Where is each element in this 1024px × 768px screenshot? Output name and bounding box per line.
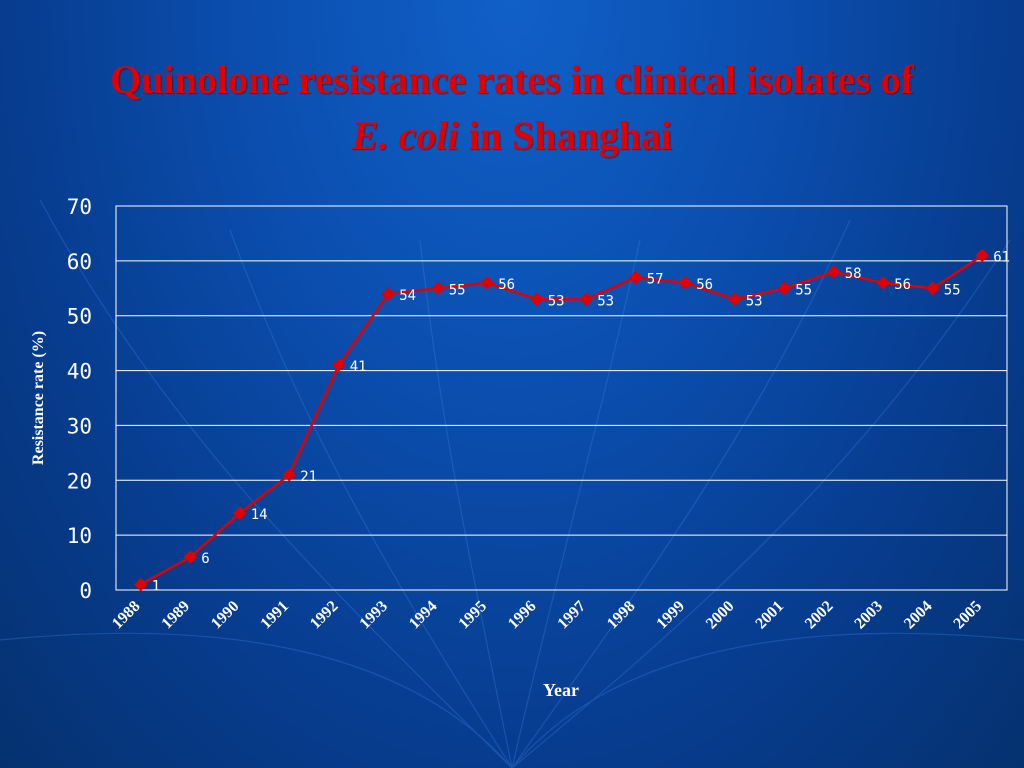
data-point-marker <box>282 468 296 482</box>
data-point-marker <box>876 276 890 290</box>
data-point-marker <box>728 292 742 306</box>
x-tick-label: 1990 <box>208 598 243 633</box>
data-point-marker <box>233 506 247 520</box>
data-point-marker <box>629 270 643 285</box>
data-label: 56 <box>498 277 515 293</box>
x-tick-label: 2001 <box>752 598 787 633</box>
data-label: 14 <box>251 507 268 523</box>
series-resistance-rate: 1 6 14 21 41 54 55 56 53 53 57 56 53 55 58 56 55 61 <box>134 248 1010 595</box>
data-point-marker <box>777 281 791 295</box>
x-tick-label: 1991 <box>257 598 292 633</box>
x-tick-label: 2000 <box>703 598 738 633</box>
data-point-marker <box>975 248 989 263</box>
y-tick-label: 30 <box>67 414 92 438</box>
y-tick-label: 10 <box>67 524 92 548</box>
data-label: 55 <box>449 282 466 298</box>
x-tick-label: 1999 <box>653 598 688 633</box>
y-axis-title: Resistance rate (%) <box>30 330 47 466</box>
x-tick-label: 2002 <box>802 598 837 633</box>
data-point-marker <box>579 292 593 306</box>
gridlines <box>116 260 1007 536</box>
data-label: 58 <box>845 266 862 282</box>
data-label: 21 <box>300 469 317 485</box>
x-tick-label: 2005 <box>950 598 985 633</box>
data-point-marker <box>480 276 494 290</box>
data-point-marker <box>183 550 197 564</box>
x-tick-label: 2004 <box>901 598 936 633</box>
x-tick-label: 1993 <box>356 598 391 633</box>
data-point-marker <box>431 281 445 295</box>
x-axis-title: Year <box>543 680 579 700</box>
data-label: 55 <box>944 282 961 298</box>
x-axis-ticks: 1988 1989 1990 1991 1992 1993 1994 1995 1996 1997… <box>109 598 985 633</box>
y-tick-label: 20 <box>67 469 92 493</box>
data-point-marker <box>678 276 692 290</box>
title-line-1: Quinolone resistance rates in clinical i… <box>110 57 914 102</box>
data-label: 56 <box>696 277 713 293</box>
chart-title: Quinolone resistance rates in clinical i… <box>0 52 1024 164</box>
title-line-2: E. coli in Shanghai <box>0 108 1024 164</box>
data-point-marker <box>530 292 544 306</box>
data-point-marker <box>134 577 148 592</box>
data-label: 1 <box>152 579 160 595</box>
data-label: 57 <box>647 271 664 287</box>
title-location: in Shanghai <box>458 113 673 158</box>
data-point-marker <box>381 287 395 301</box>
y-axis-ticks: 0 10 20 30 40 50 60 70 <box>67 195 92 603</box>
x-tick-label: 1989 <box>158 598 193 633</box>
data-label: 55 <box>795 282 812 298</box>
series-line <box>140 254 983 586</box>
data-label: 53 <box>597 293 614 309</box>
data-label: 53 <box>746 293 763 309</box>
data-label: 41 <box>350 359 367 375</box>
y-tick-label: 50 <box>67 305 92 329</box>
x-tick-label: 1996 <box>505 598 540 633</box>
data-label: 61 <box>993 249 1010 265</box>
x-tick-label: 1997 <box>554 598 589 633</box>
data-label: 56 <box>894 277 911 293</box>
x-tick-label: 1988 <box>109 598 144 633</box>
data-point-marker <box>827 265 841 279</box>
x-tick-label: 1994 <box>406 598 441 633</box>
data-point-marker <box>926 281 940 295</box>
y-tick-label: 0 <box>79 579 92 603</box>
data-label: 53 <box>548 293 565 309</box>
plot-area <box>115 205 1008 591</box>
data-point-marker <box>332 358 346 372</box>
x-tick-label: 2003 <box>851 598 886 633</box>
title-species: E. coli <box>351 113 459 158</box>
data-label: 54 <box>399 288 416 304</box>
x-tick-label: 1998 <box>604 598 639 633</box>
y-tick-label: 60 <box>67 250 92 274</box>
x-tick-label: 1995 <box>455 598 490 633</box>
data-label: 6 <box>201 551 209 567</box>
x-tick-label: 1992 <box>307 598 342 633</box>
y-tick-label: 40 <box>67 360 92 384</box>
y-tick-label: 70 <box>67 195 92 219</box>
